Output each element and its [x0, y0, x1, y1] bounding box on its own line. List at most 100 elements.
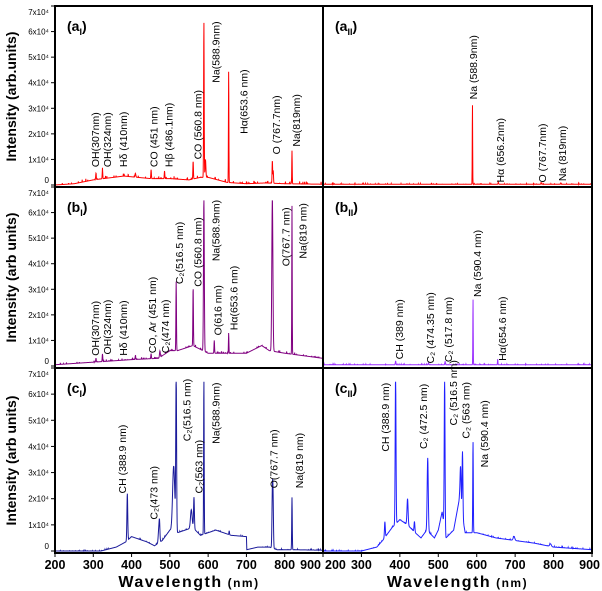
y-tick-label: 0 — [45, 357, 50, 366]
peak-annotation: Hα(653.6 nm) — [239, 69, 251, 133]
y-tick-label: 6x10⁴ — [28, 209, 49, 218]
peak-annotation: C₂ (474.35 nm) — [425, 292, 437, 363]
panel-subscript: I — [79, 389, 82, 399]
y-tick-label: 2x10⁴ — [28, 495, 49, 504]
x-tick-label: 200 — [325, 558, 346, 572]
panel-label-close: ) — [353, 199, 358, 215]
y-tick-label: 2x10⁴ — [28, 130, 49, 139]
x-tick-label: 600 — [198, 558, 219, 572]
peak-annotation: C₂(474 nm) — [160, 300, 172, 354]
panel-label-close: ) — [352, 18, 357, 34]
peak-annotation: C₂ (563 nm) — [461, 382, 473, 439]
panel-label: (aII) — [335, 18, 357, 37]
y-tick-label: 6x10⁴ — [28, 390, 49, 399]
peak-annotation: C₂ (517.8 nm) — [443, 297, 455, 362]
x-tick-label: 600 — [466, 558, 487, 572]
peak-annotation: Na(819 nm) — [298, 203, 310, 258]
panel-label-open: ( — [335, 18, 340, 34]
panel-subscript: II — [347, 27, 352, 37]
panel-letter: a — [72, 18, 80, 34]
y-tick-label: 1x10⁴ — [28, 336, 49, 345]
spectrum-line — [323, 299, 592, 367]
peak-annotation: O(767.7 nm) — [268, 429, 280, 488]
peak-annotation: C₂(516.5 nm) — [182, 379, 194, 441]
peak-annotation: CO (451 nm) — [148, 106, 160, 167]
x-axis-unit: (nm) — [496, 576, 528, 590]
x-tick-label: 800 — [274, 558, 295, 572]
x-axis-label: Wavelength (nm) — [387, 574, 528, 591]
peak-annotation: CH (388.9 nm) — [117, 425, 129, 494]
plot-frame — [322, 186, 593, 369]
peak-annotation: C₂ (516.5 nm) — [448, 360, 460, 425]
y-tick-label: 7x10⁴ — [28, 189, 49, 198]
x-axis-label: Wavelength (nm) — [118, 574, 259, 591]
peak-annotation: OH(307nm) — [90, 301, 102, 356]
peak-annotation: O (767.7nm) — [537, 123, 549, 182]
y-tick-label: 5x10⁴ — [28, 234, 49, 243]
peak-annotation: CO, Ar (451 nm) — [147, 277, 159, 353]
peak-annotation: CO (560.8 nm) — [192, 90, 204, 159]
spectrum-line — [54, 22, 323, 186]
panel-a-i: (aI) OH(307nm) OH(324nm) Hδ (410nm) CO (451 … — [3, 5, 324, 188]
panel-subscript: I — [80, 208, 83, 218]
x-axis-unit: (nm) — [228, 576, 260, 590]
x-tick-label: 500 — [428, 558, 449, 572]
peak-annotation: Na (819nm) — [557, 126, 569, 181]
y-tick-label: 3x10⁴ — [28, 285, 49, 294]
x-tick-label: 400 — [121, 558, 142, 572]
y-tick-label: 3x10⁴ — [28, 104, 49, 113]
panel-letter: b — [72, 199, 81, 215]
x-tick-label: 900 — [579, 558, 600, 572]
plot-frame — [322, 5, 593, 188]
y-axis-label: Intensity (arb units) — [3, 213, 19, 343]
x-tick-label: 700 — [236, 558, 257, 572]
peak-annotation: O(767.7 nm) — [281, 207, 293, 266]
panel-label-close: ) — [83, 199, 88, 215]
panel-label-close: ) — [82, 18, 87, 34]
x-tick-label: 700 — [505, 558, 526, 572]
panel-a-ii: (aII) Na (588.9nm) Hα (656.2nm) O (767.7nm)… — [322, 5, 593, 188]
panel-label-open: ( — [335, 199, 340, 215]
panel-subscript: II — [347, 389, 352, 399]
spectrum-line — [54, 381, 324, 552]
y-tick-label: 4x10⁴ — [28, 79, 49, 88]
peak-annotation: CH (389 nm) — [394, 299, 406, 359]
peak-annotation: OH(324nm) — [102, 112, 114, 167]
peak-annotation: CO (560.8 nm) — [192, 217, 204, 286]
panel-b-ii: (bII) CH (389 nm) C₂ (474.35 nm) C₂ (517.8 … — [322, 186, 593, 369]
x-axis: 200 300 400 500 600 700 800 900 Wavelength (nm) 20… — [45, 553, 600, 591]
peak-annotation: Na(588.9nm) — [210, 200, 222, 261]
plot-frame — [322, 367, 593, 554]
peak-annotation: OH(307nm) — [90, 112, 102, 167]
panel-c-ii: (cII) CH (388.9 nm) C₂ (472.5 nm) C₂ (516.5… — [322, 360, 593, 554]
peak-annotation: Na (590.4 nm) — [479, 400, 491, 467]
x-axis-label-text: Wavelength — [118, 574, 222, 591]
peak-annotation: Hα (656.2nm) — [495, 118, 507, 182]
peak-annotation: Hβ (486.1nm) — [164, 103, 176, 167]
x-tick-label: 500 — [159, 558, 180, 572]
panel-label-open: ( — [67, 18, 72, 34]
panel-label-close: ) — [352, 380, 357, 396]
y-axis-label: Intensity (arb units) — [3, 396, 19, 526]
peak-annotation: CH (388.9 nm) — [380, 383, 392, 452]
y-tick-label: 4x10⁴ — [28, 260, 49, 269]
panel-label-open: ( — [335, 380, 340, 396]
spectrum-line — [323, 105, 592, 187]
panel-letter: b — [340, 199, 349, 215]
peak-annotation: Na(819 nm) — [294, 433, 306, 488]
peak-annotation: Na(588.9nm) — [210, 21, 222, 82]
x-tick-label: 300 — [83, 558, 104, 572]
panel-label: (bI) — [67, 199, 87, 218]
panel-label: (cI) — [67, 380, 87, 399]
y-tick-label: 5x10⁴ — [28, 416, 49, 425]
panel-label: (cII) — [335, 380, 357, 399]
x-tick-label: 200 — [45, 558, 66, 572]
peak-annotation: Na (590.4 nm) — [472, 230, 484, 297]
peak-annotation: C₂(563 nm) — [194, 440, 206, 494]
peak-annotation: Na(819nm) — [291, 94, 303, 147]
panel-letter: a — [340, 18, 348, 34]
x-tick-label: 900 — [300, 558, 321, 572]
y-tick-label: 5x10⁴ — [28, 53, 49, 62]
panel-subscript: I — [79, 27, 82, 37]
